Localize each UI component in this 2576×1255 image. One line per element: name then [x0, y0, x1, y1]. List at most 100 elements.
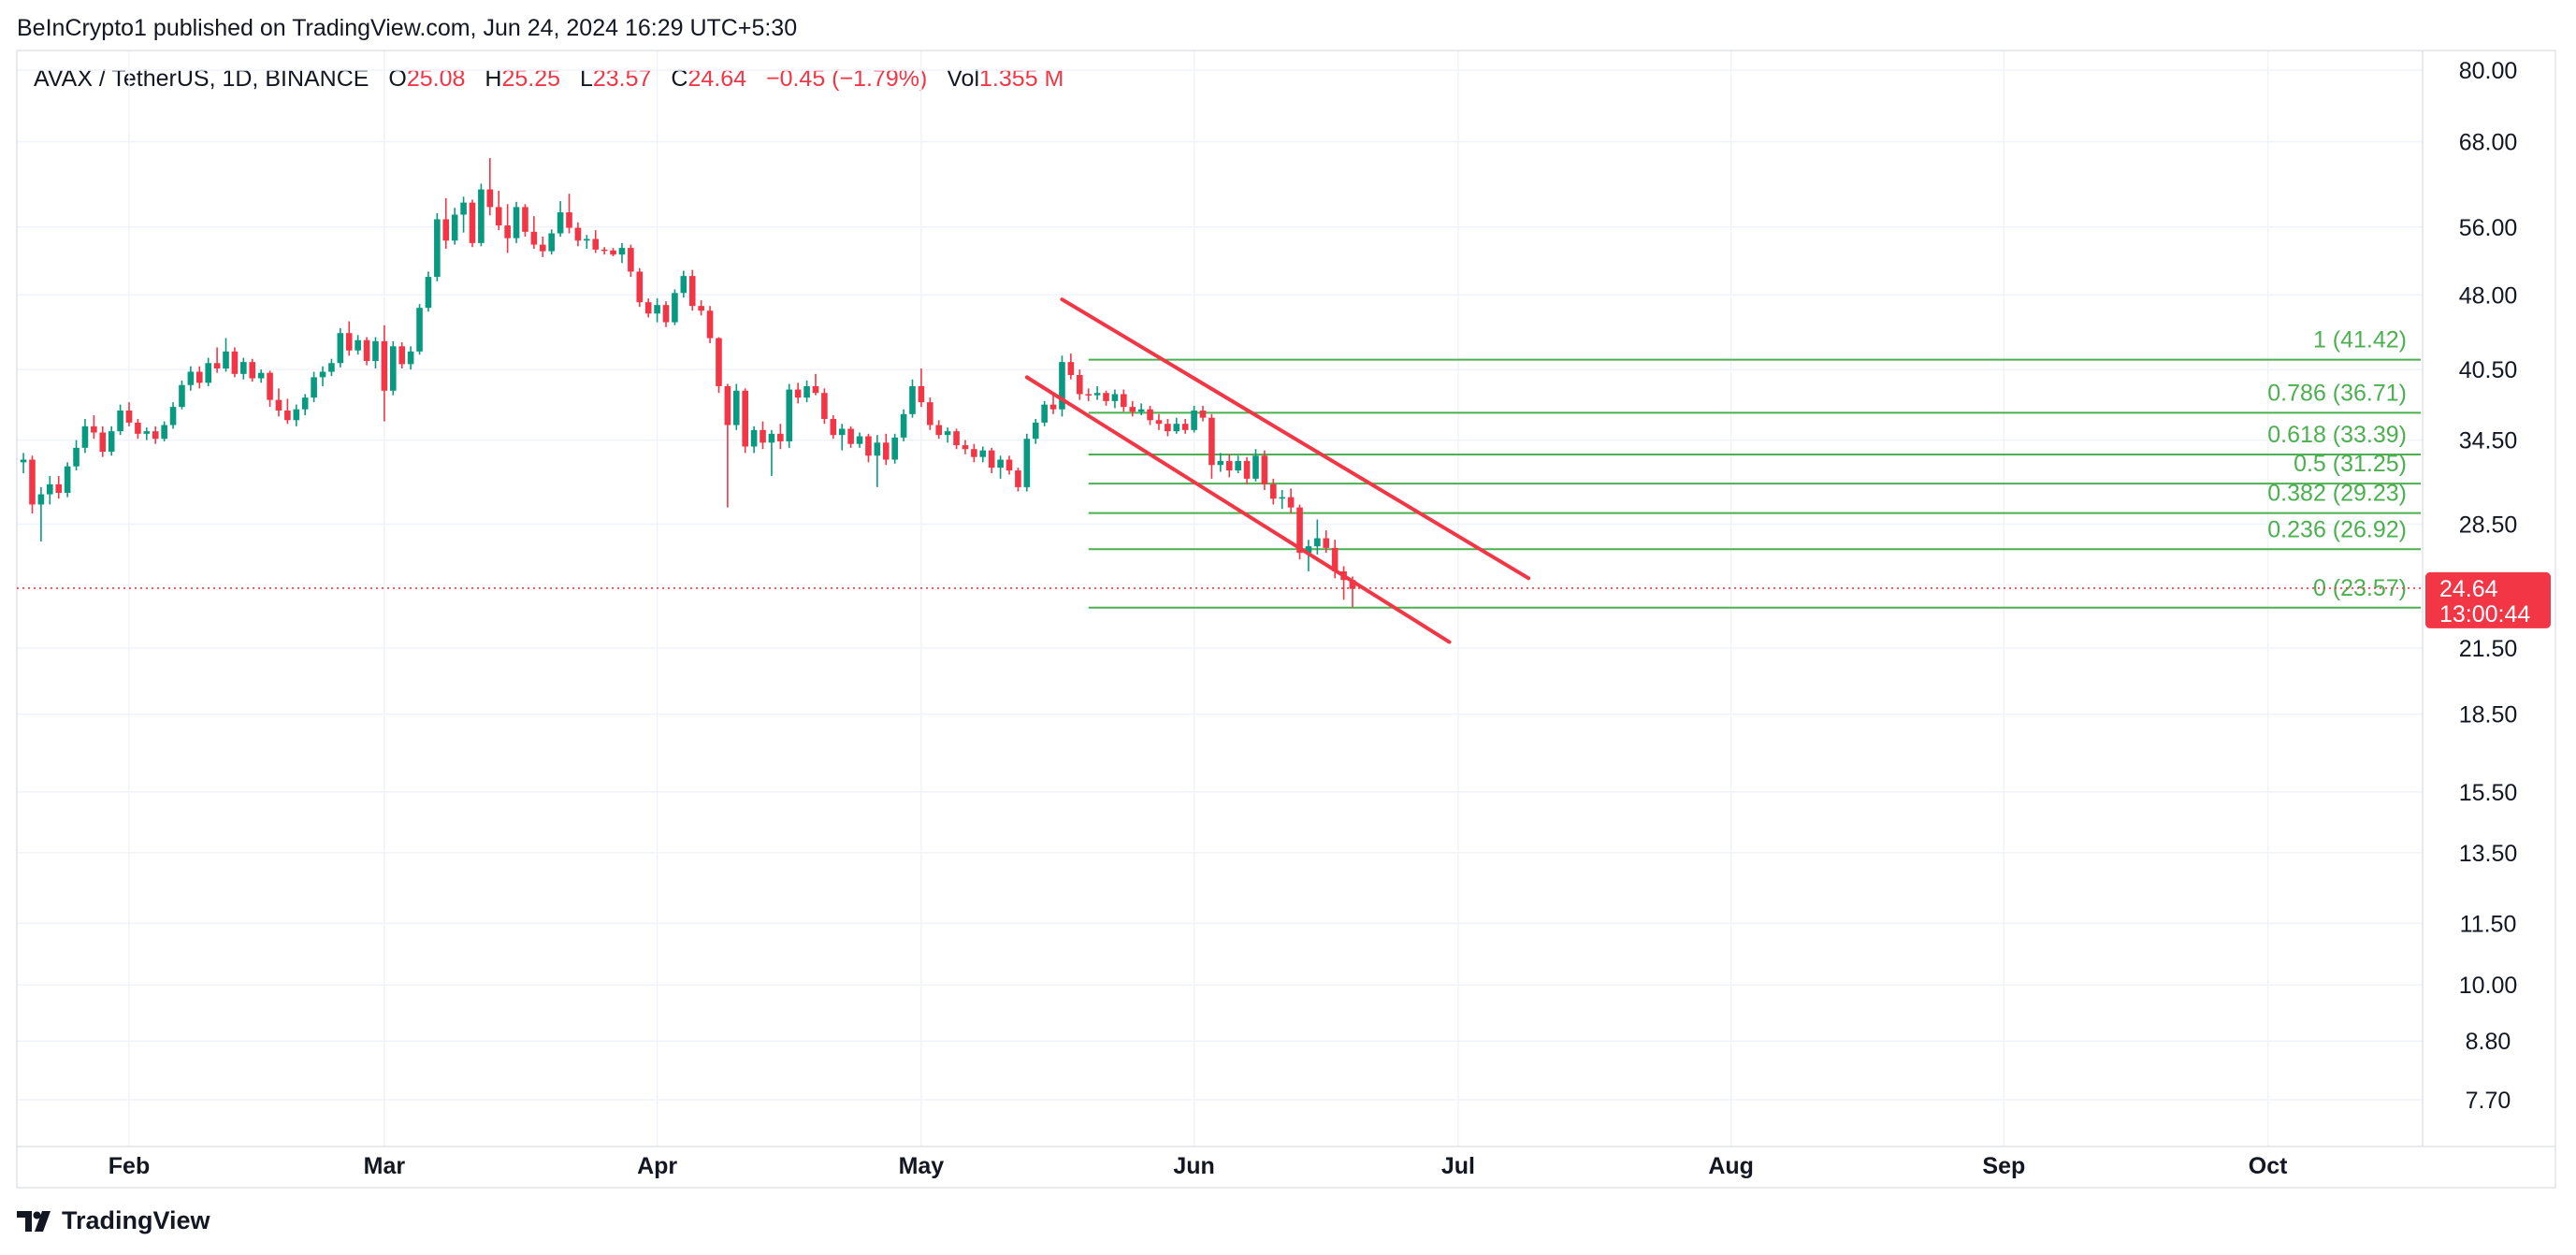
candle	[628, 244, 634, 278]
candle	[478, 183, 485, 247]
candle	[944, 427, 951, 443]
candle	[1199, 405, 1207, 422]
candle	[1147, 405, 1153, 426]
fib-level-label: 0.382 (29.23)	[2267, 481, 2407, 507]
candle	[1235, 455, 1241, 473]
candle	[55, 475, 63, 499]
candle	[557, 201, 564, 237]
candle	[1181, 418, 1189, 434]
y-tick-label: 80.00	[2459, 58, 2518, 84]
chart-grid	[17, 50, 2423, 1147]
candle	[636, 267, 644, 308]
candle	[1287, 488, 1295, 514]
channel-line	[1024, 375, 1452, 644]
candle	[953, 428, 960, 450]
candle	[1015, 468, 1021, 492]
price-axis: 80.00 68.00 56.00 48.00 40.50 34.50 28.50 21.50…	[2459, 58, 2518, 1114]
candle	[1252, 449, 1259, 482]
candle	[750, 426, 758, 454]
candle	[284, 398, 291, 425]
y-tick-label: 21.50	[2459, 636, 2518, 662]
candle	[1023, 433, 1031, 492]
x-tick-label: Oct	[2249, 1153, 2288, 1179]
candle	[610, 248, 616, 257]
candle	[81, 418, 89, 454]
candle	[1314, 519, 1321, 555]
candle	[592, 230, 600, 253]
candle	[469, 199, 476, 248]
candle	[918, 368, 925, 408]
candle	[240, 357, 247, 380]
x-tick-label: Jun	[1173, 1153, 1214, 1179]
candle	[372, 337, 379, 369]
candle	[618, 242, 626, 264]
y-tick-label: 48.00	[2459, 282, 2518, 309]
candle	[680, 270, 687, 298]
candle	[416, 304, 423, 355]
candle	[486, 158, 494, 216]
price-badge-countdown: 13:00:44	[2439, 601, 2530, 628]
candle	[997, 455, 1004, 479]
candle	[143, 427, 151, 440]
candle	[716, 337, 722, 394]
y-tick-label: 28.50	[2459, 512, 2518, 538]
candle	[882, 433, 890, 466]
candle	[513, 201, 520, 243]
candle	[1208, 413, 1215, 479]
candle	[812, 373, 819, 396]
candle	[275, 388, 282, 417]
fib-level-label: 0.618 (33.39)	[2267, 422, 2407, 448]
candle	[345, 321, 353, 356]
candle	[1111, 389, 1119, 409]
candle	[1129, 400, 1136, 417]
candle	[742, 388, 748, 454]
tradingview-logo-icon	[17, 1210, 51, 1232]
candle	[777, 424, 784, 450]
candle	[337, 327, 344, 368]
candle	[125, 402, 133, 426]
candle	[988, 447, 995, 473]
close-label: C	[671, 65, 688, 92]
y-tick-label: 8.80	[2466, 1029, 2511, 1055]
y-tick-label: 68.00	[2459, 129, 2518, 155]
candle	[672, 289, 678, 325]
candle	[117, 404, 123, 436]
candle	[91, 415, 97, 440]
candle	[971, 443, 977, 463]
x-tick-label: Jul	[1441, 1153, 1475, 1179]
brand-name: TradingView	[62, 1206, 210, 1234]
descending-channel	[1024, 297, 1531, 644]
x-tick-label: May	[899, 1153, 945, 1179]
candle	[566, 194, 572, 234]
candle	[460, 196, 467, 233]
candle	[152, 426, 159, 444]
time-axis: Feb Mar Apr May Jun Jul Aug Sep Oct	[109, 1153, 2288, 1179]
candle	[1243, 456, 1251, 484]
candle	[1173, 417, 1180, 434]
candle	[1340, 566, 1347, 600]
candle	[856, 432, 863, 448]
candle	[29, 455, 36, 514]
tradingview-brand[interactable]: TradingView	[17, 1206, 210, 1235]
candle	[1085, 388, 1092, 401]
candle	[319, 366, 326, 386]
candle	[328, 358, 335, 377]
x-tick-label: Apr	[637, 1153, 677, 1179]
y-tick-label: 34.50	[2459, 428, 2518, 454]
candle	[574, 222, 582, 247]
candle	[847, 426, 854, 448]
candle	[530, 216, 538, 250]
y-tick-label: 40.50	[2459, 357, 2518, 383]
channel-line	[1060, 297, 1531, 581]
candle	[213, 347, 221, 373]
candle	[504, 204, 511, 253]
candle	[1121, 389, 1127, 412]
candle	[195, 366, 203, 389]
candle	[390, 340, 397, 396]
y-tick-label: 15.50	[2459, 780, 2518, 806]
candle	[73, 440, 80, 471]
candle	[179, 380, 185, 410]
y-tick-label: 56.00	[2459, 215, 2518, 241]
